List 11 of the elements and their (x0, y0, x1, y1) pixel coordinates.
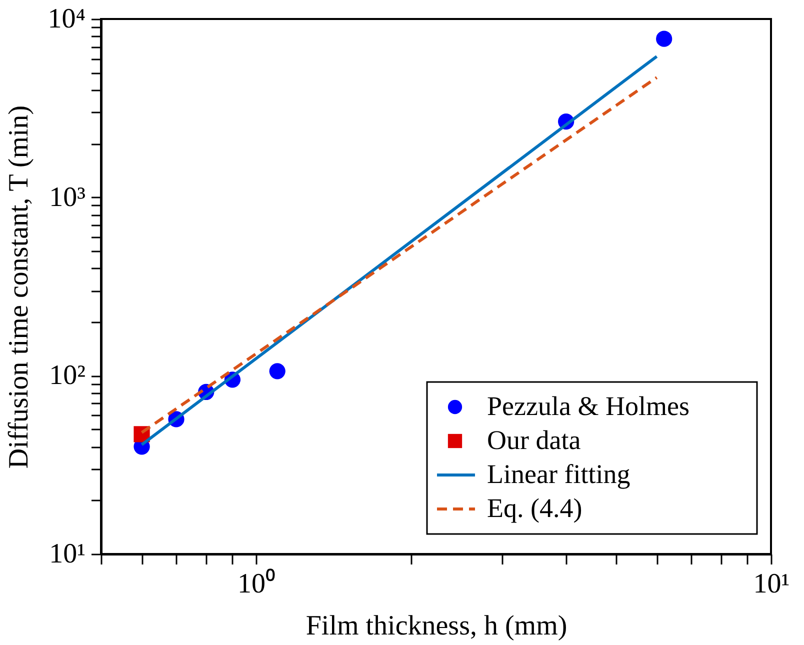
legend-label: Linear fitting (487, 459, 630, 489)
y-tick-label: 10² (49, 360, 86, 392)
legend-label: Eq. (4.4) (487, 493, 582, 523)
legend-label: Our data (487, 425, 581, 455)
y-axis-title: Diffusion time constant, T (min) (4, 105, 35, 469)
legend-label: Pezzula & Holmes (487, 391, 690, 421)
x-axis-title: Film thickness, h (mm) (306, 610, 568, 642)
y-tick-label: 10³ (49, 182, 86, 213)
y-tick-label: 10¹ (49, 538, 86, 570)
x-tick-label: 10⁰ (238, 568, 276, 600)
y-tick-label: 10⁴ (48, 4, 86, 34)
